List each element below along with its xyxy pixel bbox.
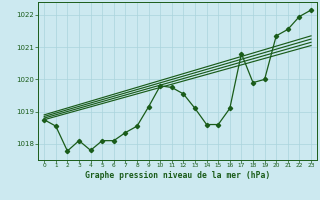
X-axis label: Graphe pression niveau de la mer (hPa): Graphe pression niveau de la mer (hPa)	[85, 171, 270, 180]
